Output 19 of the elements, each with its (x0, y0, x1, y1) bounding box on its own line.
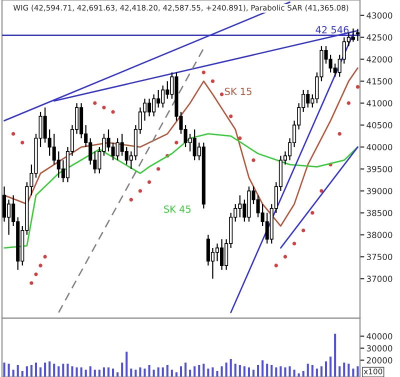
annotation: SK 15 (224, 88, 252, 96)
y-tick-label: 38500 (366, 210, 392, 216)
ref-line-label: 42 546 (316, 26, 349, 34)
y-tick-label: 42500 (366, 34, 392, 41)
y-tick-label: 38000 (366, 232, 392, 238)
y-tick-label: 37500 (366, 254, 392, 260)
y-tick-label: 20000 (366, 357, 392, 364)
y-tick-label: 41500 (366, 78, 392, 84)
y-tick-label: 39500 (366, 166, 392, 172)
y-tick-label: 40500 (366, 122, 392, 128)
y-tick-label: 43000 (366, 12, 392, 19)
y-tick-label: 30000 (366, 345, 392, 352)
y-tick-label: 41000 (366, 100, 392, 106)
y-tick-label: 40000 (366, 144, 392, 150)
annotation: SK 45 (164, 205, 191, 213)
y-tick-label: 40000 (366, 333, 392, 340)
y-tick-label: 42000 (366, 56, 392, 63)
y-tick-label: 37000 (366, 276, 392, 282)
y-tick-label: 39000 (366, 188, 392, 194)
